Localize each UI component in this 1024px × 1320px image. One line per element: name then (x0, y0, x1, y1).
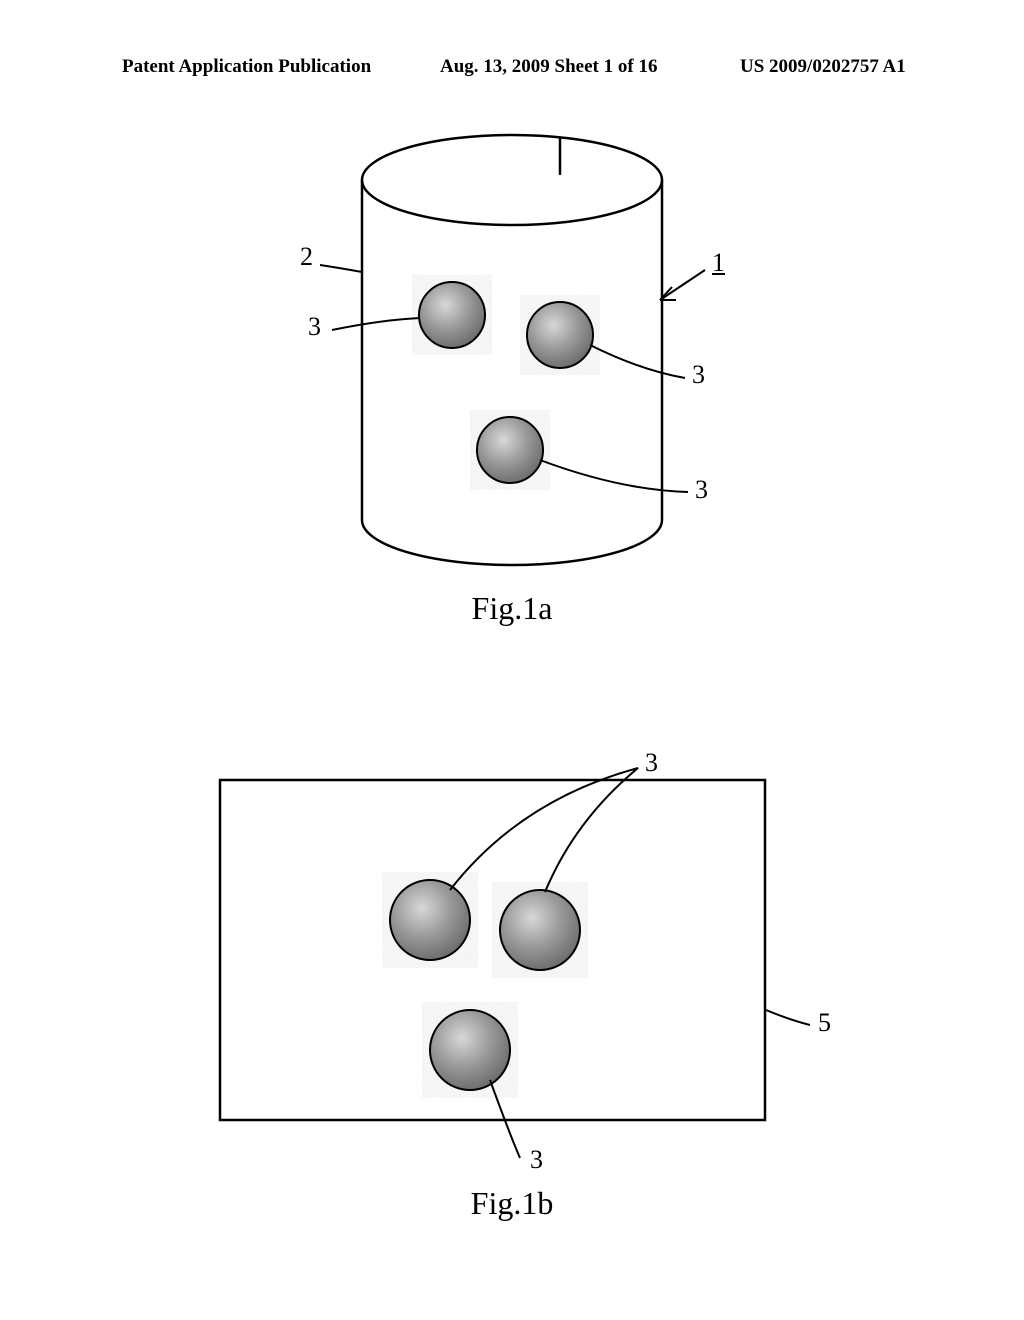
fig1b-svg (0, 740, 1024, 1240)
page: Patent Application Publication Aug. 13, … (0, 0, 1024, 1320)
header-pubnum: US 2009/0202757 A1 (740, 56, 906, 78)
label-3-bottom: 3 (530, 1145, 543, 1175)
header-publication: Patent Application Publication (122, 56, 371, 78)
fig1a-caption: Fig.1a (472, 590, 553, 627)
cylinder-outline (362, 135, 662, 565)
figure-1b: 3 5 3 Fig.1b (0, 740, 1024, 1240)
header-date-sheet: Aug. 13, 2009 Sheet 1 of 16 (440, 56, 657, 78)
spheres-1a (419, 282, 593, 483)
label-3-a: 3 (308, 312, 321, 342)
spheres-1b (390, 880, 580, 1090)
fig1a-svg (0, 120, 1024, 640)
label-5: 5 (818, 1008, 831, 1038)
label-3-b: 3 (692, 360, 705, 390)
label-1: 1 (712, 248, 725, 278)
label-3-c: 3 (695, 475, 708, 505)
figure-1a: 2 3 3 3 1 Fig.1a (0, 120, 1024, 640)
leaders-1b (450, 768, 810, 1158)
label-2: 2 (300, 242, 313, 272)
fig1b-caption: Fig.1b (471, 1185, 554, 1222)
label-3-top: 3 (645, 748, 658, 778)
